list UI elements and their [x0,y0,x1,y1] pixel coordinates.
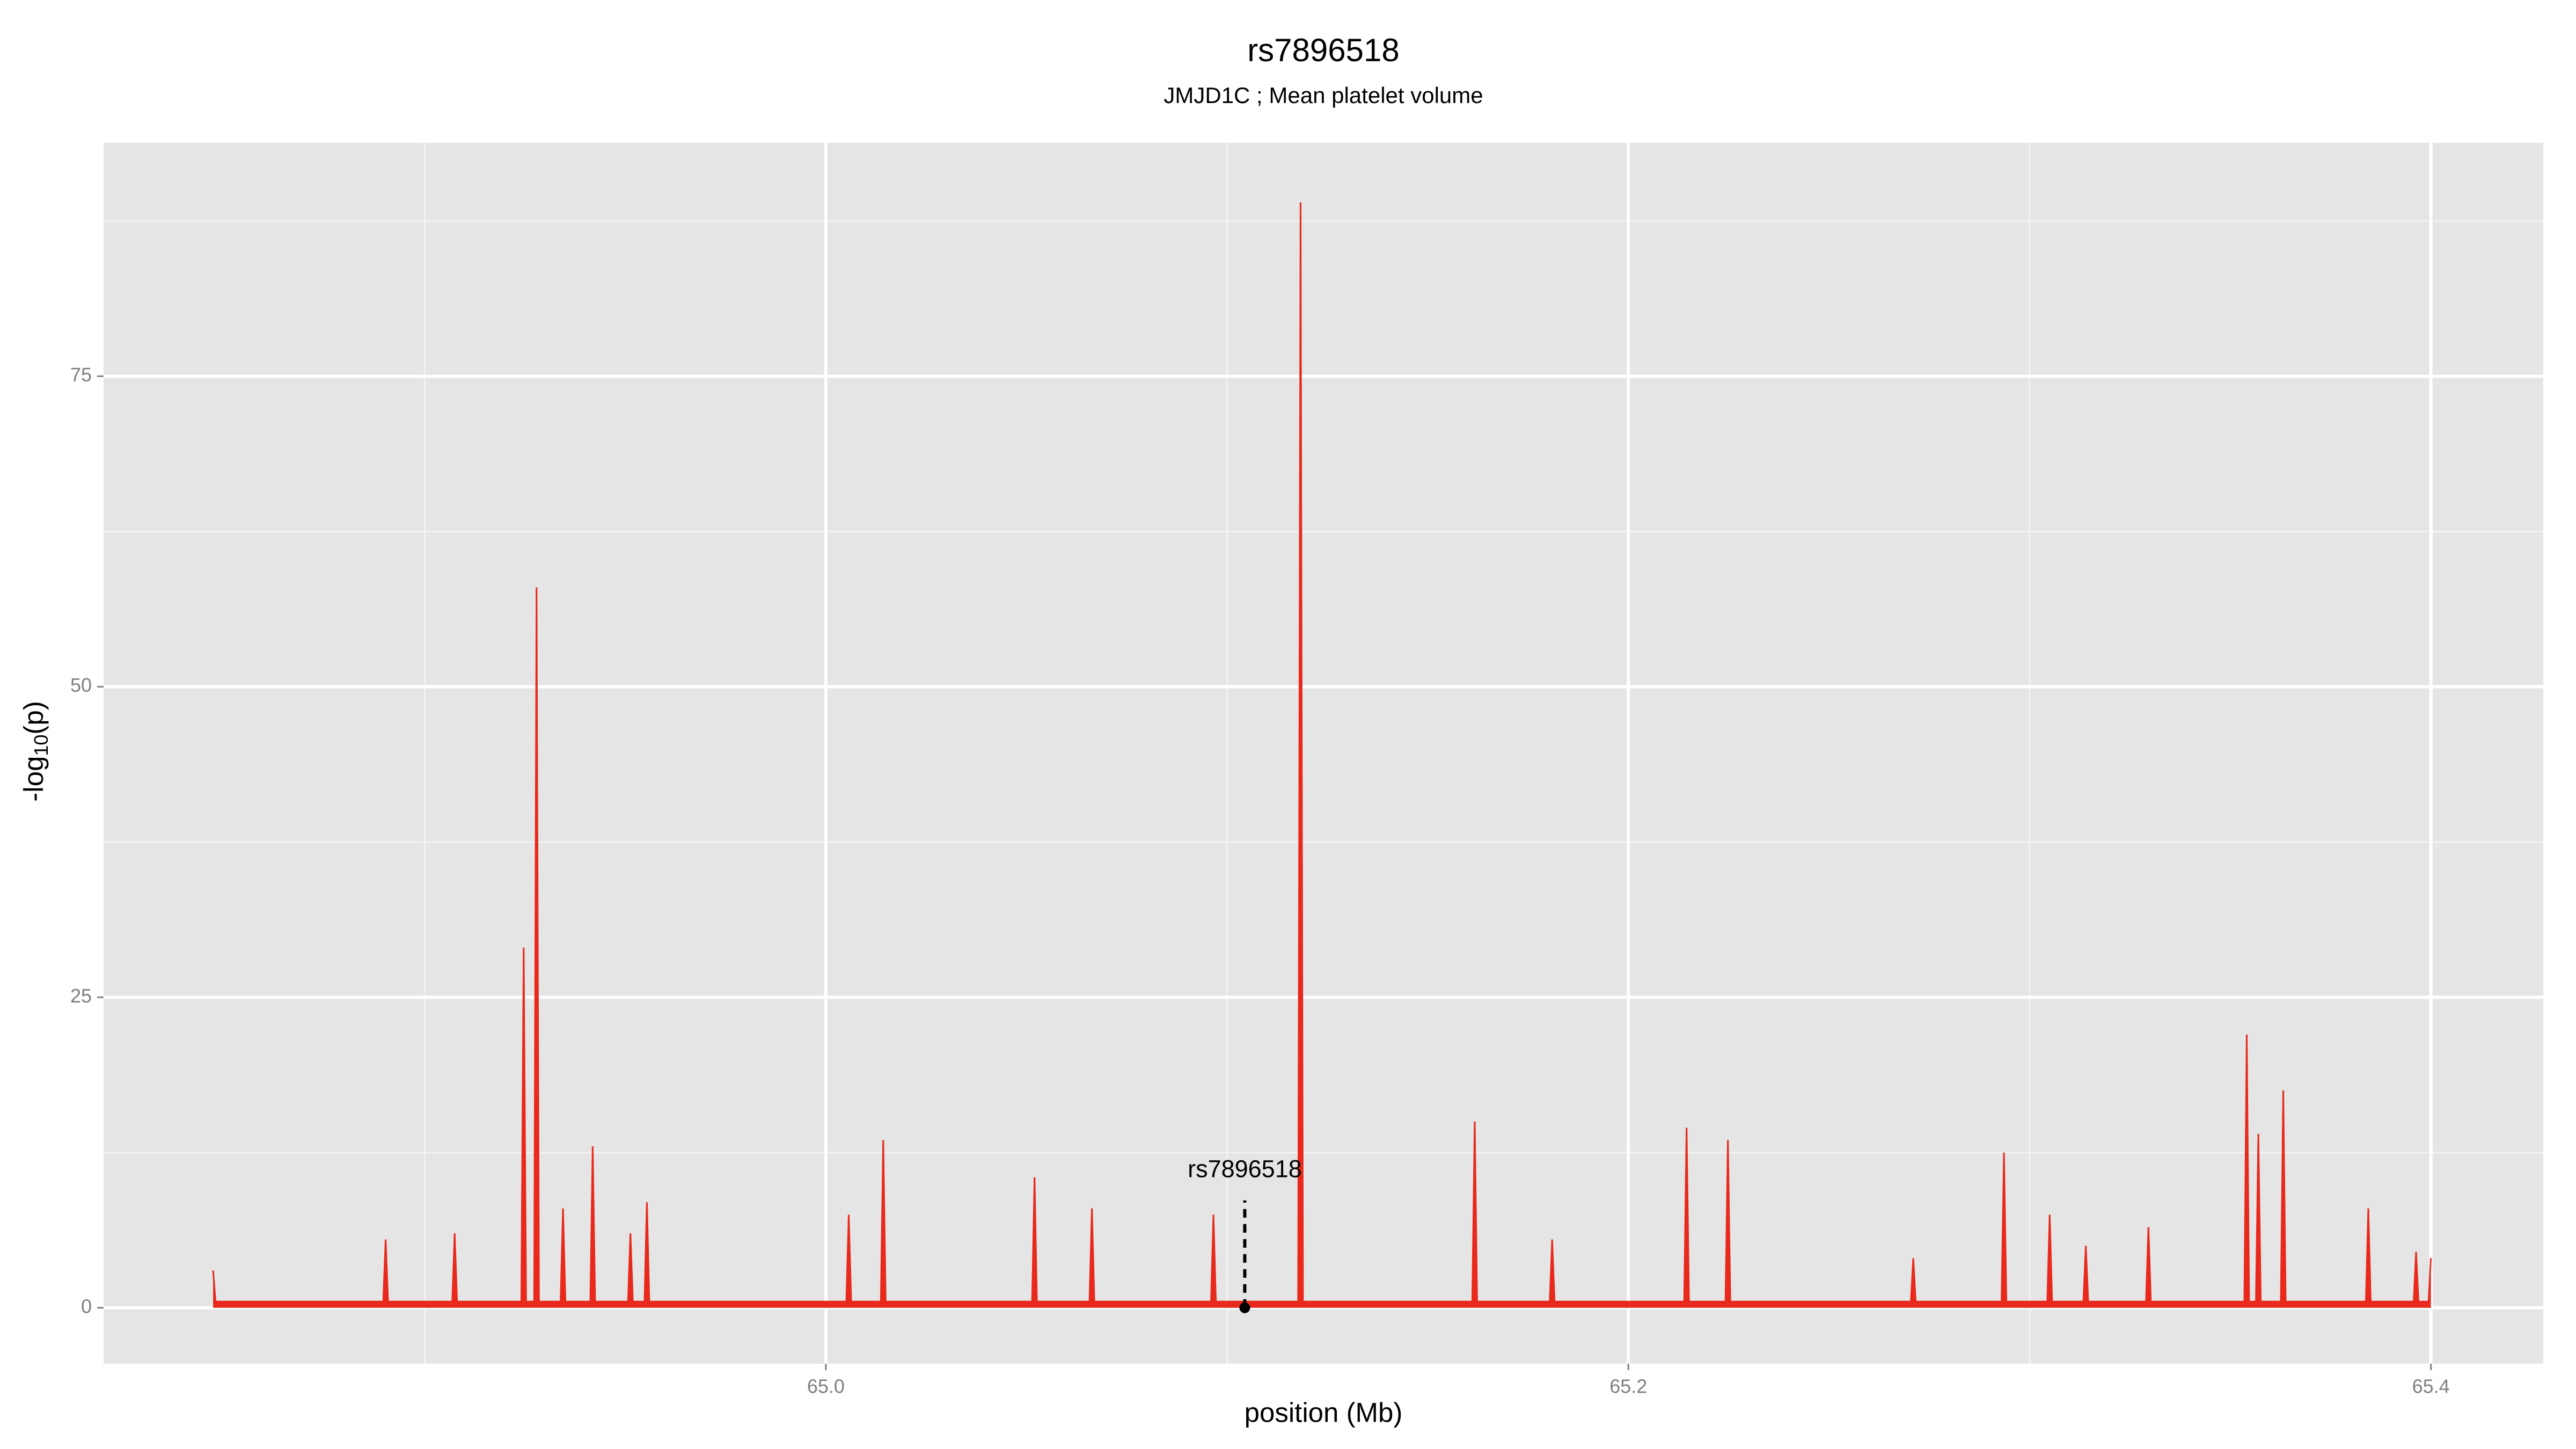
chart-title: rs7896518 [1247,32,1400,68]
y-tick-label: 50 [70,674,92,696]
chart-subtitle: JMJD1C ; Mean platelet volume [1163,83,1483,108]
y-tick-label: 25 [70,985,92,1007]
y-axis-title: -log10(p) [18,701,52,801]
x-tick-label: 65.4 [2412,1375,2450,1397]
y-title-sub: 10 [30,735,52,756]
x-tick-label: 65.2 [1609,1375,1647,1397]
x-axis-title: position (Mb) [1245,1397,1403,1428]
y-title-end: (p) [18,701,49,734]
x-tick-label: 65.0 [807,1375,845,1397]
y-title-main: -log [18,756,49,802]
y-tick-label: 0 [81,1295,92,1317]
area-line [212,202,2432,1302]
annotation-label: rs7896518 [1188,1155,1302,1183]
y-tick-label: 75 [70,364,92,386]
plot-panel [104,143,2543,1364]
annotation-point [1239,1302,1250,1313]
